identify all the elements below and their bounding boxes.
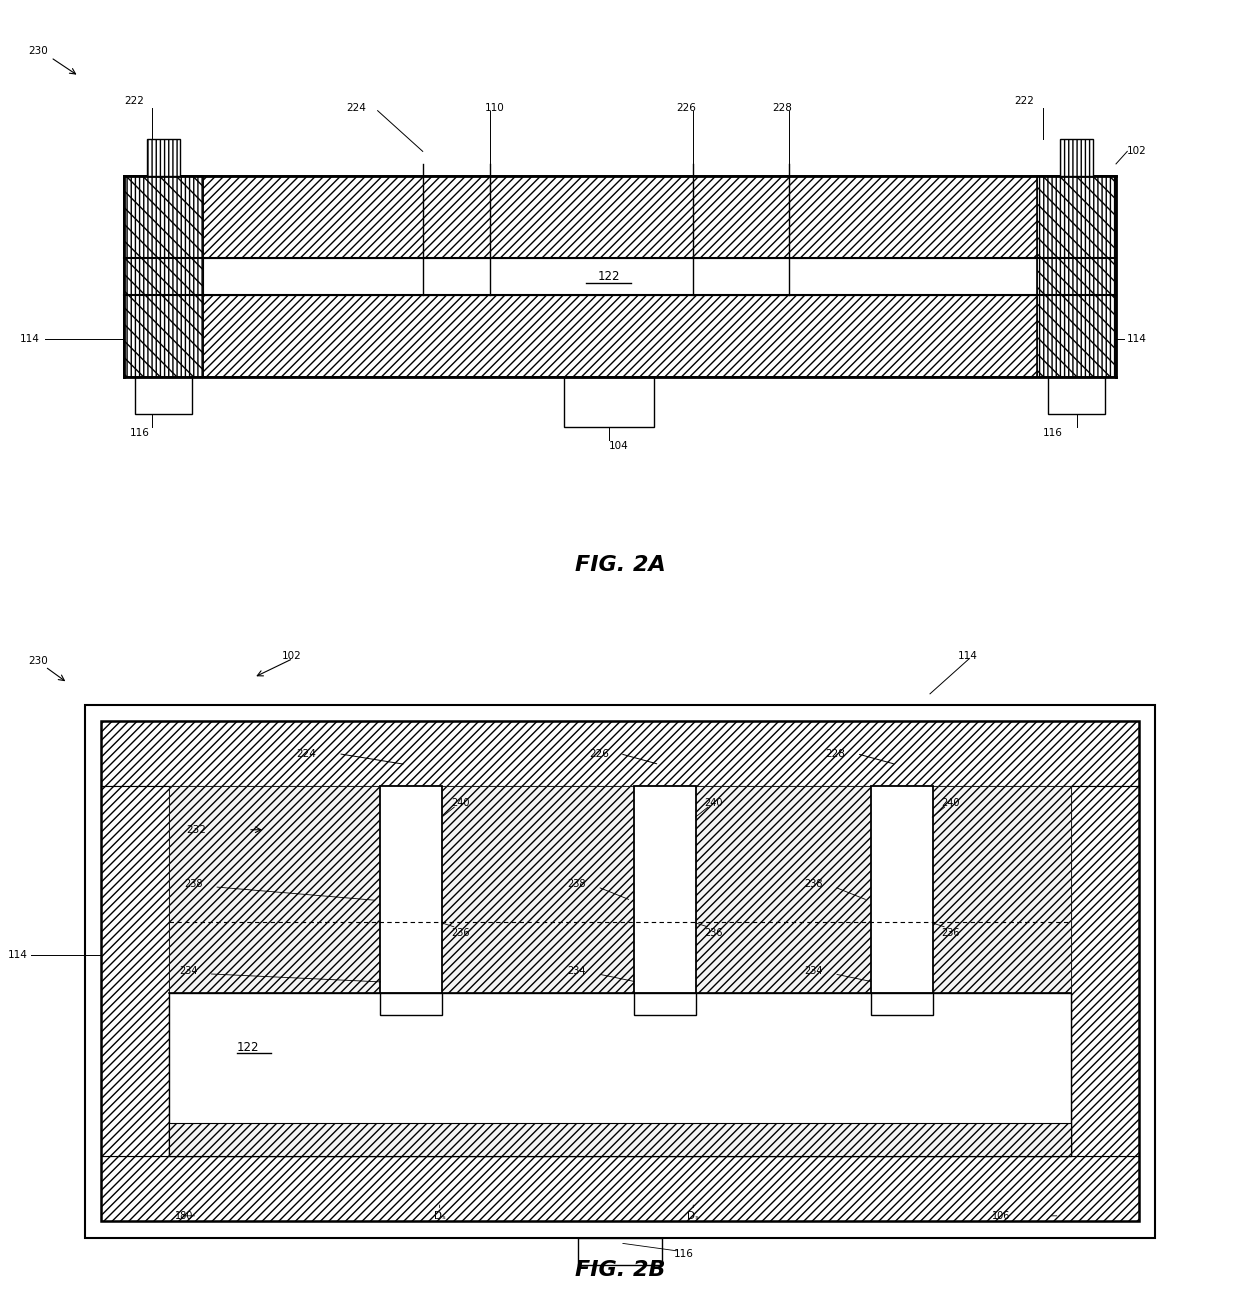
Bar xyxy=(578,1237,662,1265)
Text: 230: 230 xyxy=(29,656,48,666)
Bar xyxy=(1048,377,1105,415)
Text: 224: 224 xyxy=(346,103,366,112)
Text: 236: 236 xyxy=(941,928,960,938)
Bar xyxy=(1071,786,1138,1156)
Text: 122: 122 xyxy=(237,1041,259,1053)
Bar xyxy=(634,993,696,1015)
Text: 222: 222 xyxy=(124,97,144,106)
Bar xyxy=(381,993,443,1015)
Text: 114: 114 xyxy=(20,334,40,345)
Bar xyxy=(564,377,653,427)
Text: 232: 232 xyxy=(186,825,206,835)
Bar xyxy=(124,176,1116,258)
Text: 180: 180 xyxy=(175,1211,193,1220)
Text: 230: 230 xyxy=(29,46,48,56)
Text: 236: 236 xyxy=(704,928,723,938)
Text: 116: 116 xyxy=(130,428,150,438)
Text: 104: 104 xyxy=(609,441,629,450)
Bar xyxy=(169,993,1071,1156)
Text: 102: 102 xyxy=(1127,146,1147,157)
Text: 234: 234 xyxy=(805,966,823,976)
Text: 236: 236 xyxy=(451,928,470,938)
Bar xyxy=(124,176,203,377)
Bar xyxy=(146,138,180,176)
Bar xyxy=(124,295,1116,377)
Text: 234: 234 xyxy=(568,966,587,976)
Bar xyxy=(1037,176,1116,377)
Text: 116: 116 xyxy=(673,1249,693,1259)
Bar xyxy=(1060,138,1094,176)
Bar xyxy=(102,720,1138,1221)
Bar xyxy=(381,786,443,993)
Text: 238: 238 xyxy=(568,880,587,889)
Text: 110: 110 xyxy=(485,103,505,112)
Text: 122: 122 xyxy=(598,270,620,283)
Text: 228: 228 xyxy=(826,749,846,758)
Text: 102: 102 xyxy=(281,651,301,660)
Text: 224: 224 xyxy=(296,749,316,758)
Bar xyxy=(124,176,203,377)
Text: 240: 240 xyxy=(451,797,470,808)
Bar xyxy=(102,786,169,1156)
Text: 240: 240 xyxy=(941,797,960,808)
Bar xyxy=(135,377,192,415)
Text: Dₛ: Dₛ xyxy=(687,1211,699,1220)
Bar xyxy=(169,1124,1071,1156)
Text: 116: 116 xyxy=(1043,428,1063,438)
Text: 238: 238 xyxy=(805,880,823,889)
Bar xyxy=(169,786,1071,1156)
Bar xyxy=(1037,176,1116,377)
Bar xyxy=(870,993,932,1015)
Bar xyxy=(203,258,1037,295)
Bar xyxy=(634,786,696,993)
Text: Dₛ: Dₛ xyxy=(434,1211,445,1220)
Bar xyxy=(102,720,1138,786)
Text: 226: 226 xyxy=(589,749,609,758)
Text: 234: 234 xyxy=(179,966,197,976)
Text: 240: 240 xyxy=(704,797,723,808)
Text: 106: 106 xyxy=(992,1211,1011,1220)
Bar xyxy=(102,1156,1138,1221)
Text: 114: 114 xyxy=(1127,334,1147,345)
Text: FIG. 2A: FIG. 2A xyxy=(574,555,666,574)
Text: 222: 222 xyxy=(1014,97,1034,106)
Bar xyxy=(870,786,932,993)
Text: FIG. 2B: FIG. 2B xyxy=(575,1261,665,1280)
Text: 114: 114 xyxy=(959,651,978,660)
Text: 238: 238 xyxy=(185,880,203,889)
Bar xyxy=(84,705,1156,1237)
Text: 228: 228 xyxy=(773,103,792,112)
Text: 114: 114 xyxy=(9,950,29,959)
Text: 226: 226 xyxy=(676,103,696,112)
